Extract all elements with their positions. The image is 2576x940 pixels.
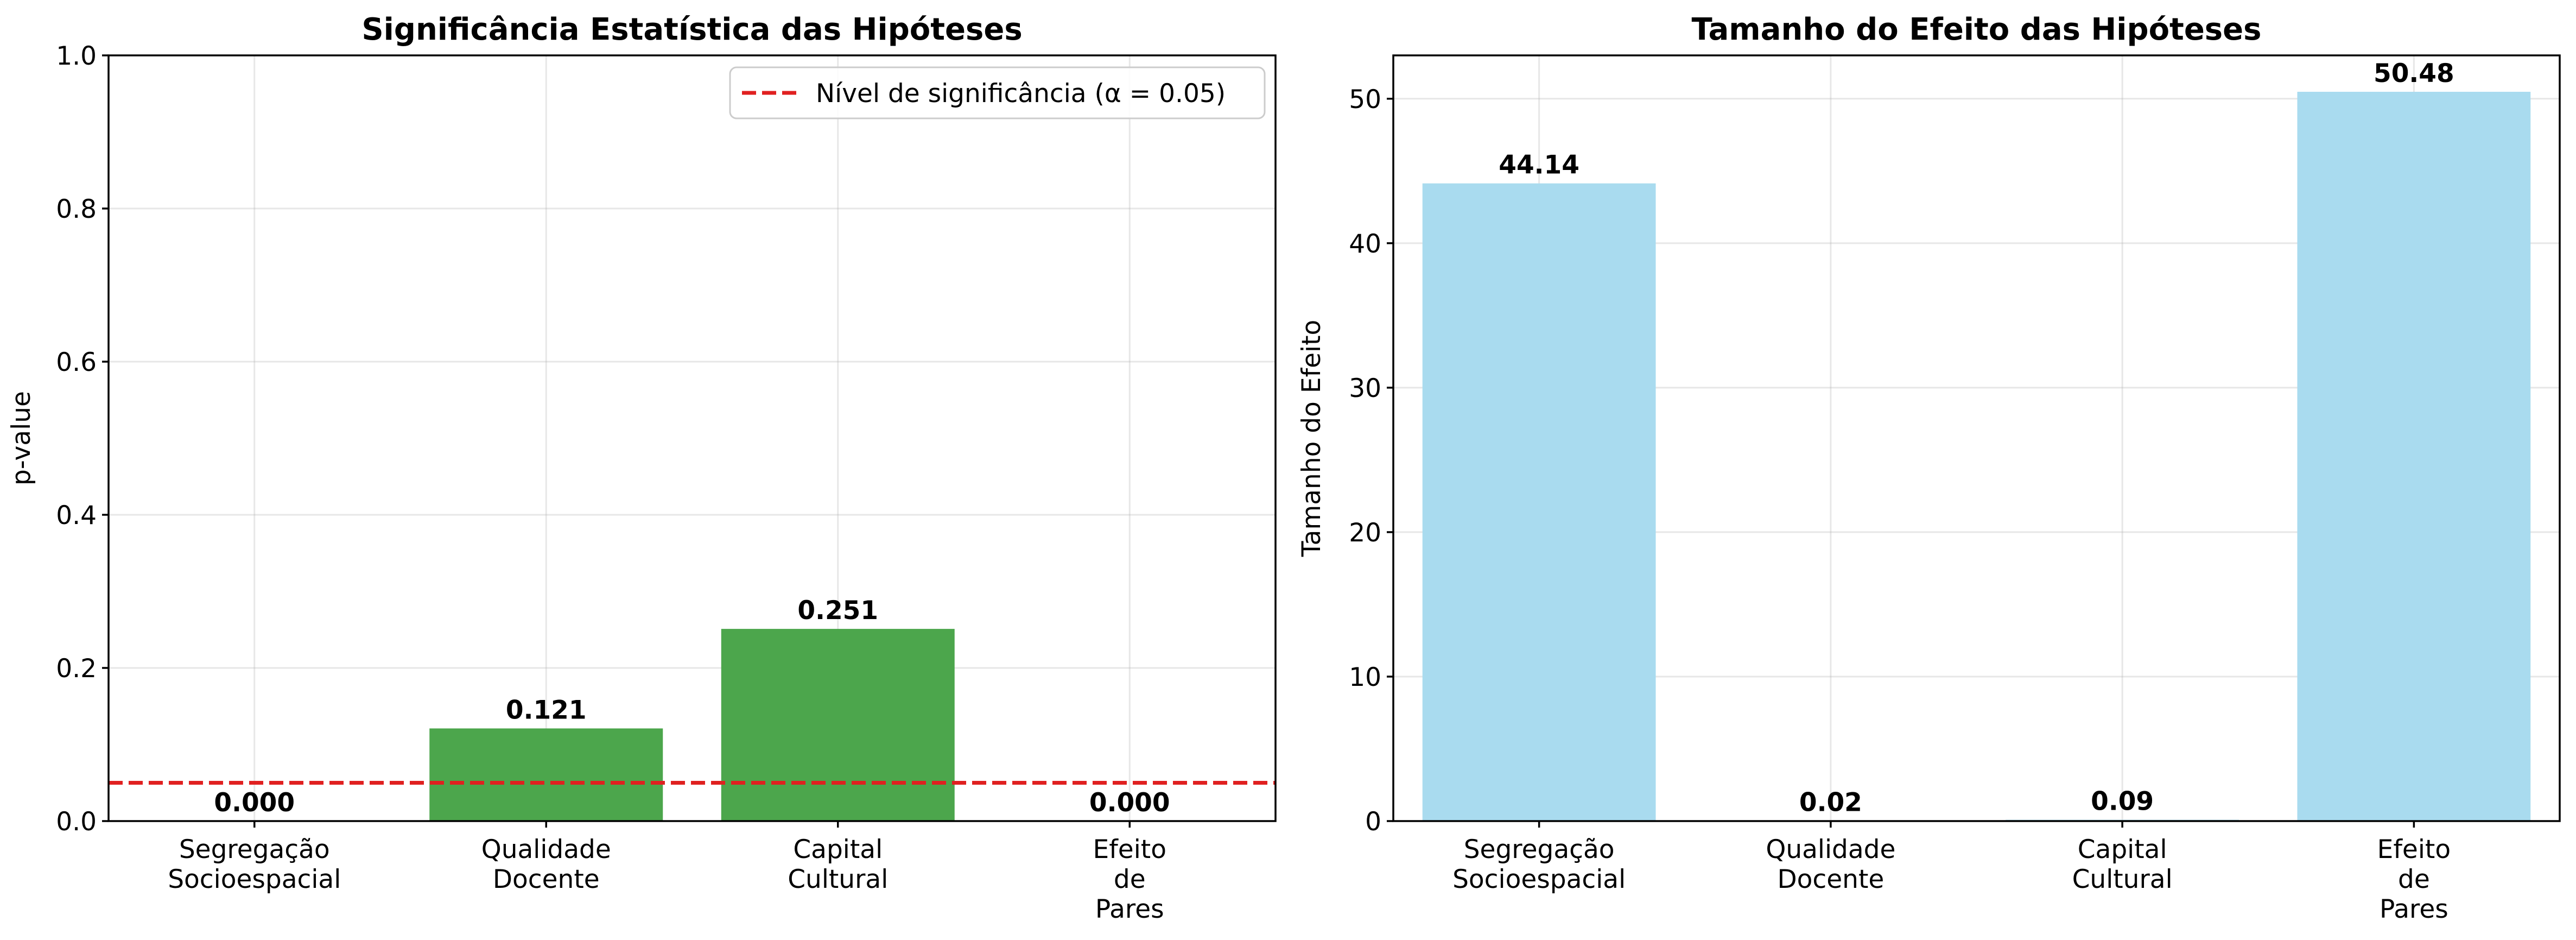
- effect-size-chart: 0 10 20 30 40 50 Segregação Socioespacial Quali…: [1297, 12, 2561, 924]
- effect-size-x-tick-label: Qualidade Docente: [1766, 835, 1895, 894]
- significance-y-tick-label: 1.0: [56, 41, 97, 71]
- effect-size-y-tick-label: 40: [1349, 229, 1381, 259]
- significance-x-tick-label: Qualidade Docente: [481, 835, 611, 894]
- significance-value-label: 0.251: [797, 596, 878, 626]
- significance-plot-frame: [107, 54, 1277, 822]
- significance-value-label: 0.121: [506, 695, 587, 725]
- effect-size-x-tick-label: Segregação Socioespacial: [1452, 835, 1626, 894]
- significance-y-axis-label: p-value: [7, 391, 36, 485]
- significance-y-tick-label: 0.6: [56, 348, 97, 377]
- effect-size-x-tick-label: Efeito de Pares: [2377, 835, 2451, 924]
- effect-size-chart-title: Tamanho do Efeito das Hipóteses: [1692, 12, 2262, 47]
- significance-chart: 0.0 0.2 0.4 0.6 0.8 1.0 Segregação Socioespaci…: [7, 12, 1277, 924]
- effect-size-x-ticks: Segregação Socioespacial Qualidade Docente C…: [1452, 821, 2451, 924]
- significance-x-tick-label: Segregação Socioespacial: [168, 835, 341, 894]
- effect-size-bar-labels: 44.14 0.02 0.09 50.48: [1499, 59, 2454, 817]
- significance-value-label: 0.000: [1089, 788, 1170, 818]
- effect-size-bar-segregacao-socioespacial: [1422, 183, 1656, 821]
- significance-x-tick-label: Capital Cultural: [788, 835, 888, 894]
- effect-size-plot-frame: [1392, 54, 2561, 822]
- effect-size-value-label: 50.48: [2374, 59, 2454, 89]
- effect-size-value-label: 44.14: [1499, 150, 1579, 180]
- effect-size-y-ticks: 0 10 20 30 40 50: [1349, 85, 1393, 837]
- significance-y-tick-label: 0.2: [56, 654, 97, 684]
- effect-size-y-tick-label: 0: [1365, 807, 1381, 837]
- significance-bar-qualidade-docente: [429, 728, 663, 821]
- significance-y-tick-label: 0.8: [56, 194, 97, 224]
- significance-legend: Nível de significância (α = 0.05): [729, 66, 1266, 119]
- significance-x-tick-label: Efeito de Pares: [1093, 835, 1166, 924]
- significance-bars: [137, 629, 1247, 822]
- effect-size-bar-efeito-de-pares: [2297, 92, 2531, 821]
- significance-bar-labels: 0.000 0.121 0.251 0.000: [214, 596, 1170, 818]
- effect-size-y-axis-label: Tamanho do Efeito: [1297, 320, 1327, 558]
- effect-size-y-tick-label: 30: [1349, 374, 1381, 403]
- effect-size-bars: [1422, 92, 2531, 821]
- significance-chart-title: Significância Estatística das Hipóteses: [361, 12, 1022, 47]
- significance-bar-capital-cultural: [721, 629, 955, 821]
- effect-size-value-label: 0.02: [1799, 787, 1862, 817]
- significance-x-ticks: Segregação Socioespacial Qualidade Docente C…: [168, 821, 1166, 924]
- effect-size-y-tick-label: 20: [1349, 518, 1381, 548]
- significance-y-tick-label: 0.0: [56, 807, 97, 837]
- legend-entry-significance-level: Nível de significância (α = 0.05): [816, 79, 1226, 109]
- significance-y-tick-label: 0.4: [56, 501, 97, 531]
- effect-size-value-label: 0.09: [2091, 787, 2154, 817]
- significance-value-label: 0.000: [214, 788, 295, 818]
- effect-size-y-tick-label: 50: [1349, 85, 1381, 115]
- effect-size-x-tick-label: Capital Cultural: [2072, 835, 2173, 894]
- significance-y-ticks: 0.0 0.2 0.4 0.6 0.8 1.0: [56, 41, 109, 837]
- effect-size-y-tick-label: 10: [1349, 663, 1381, 692]
- legend-box: [729, 66, 1266, 119]
